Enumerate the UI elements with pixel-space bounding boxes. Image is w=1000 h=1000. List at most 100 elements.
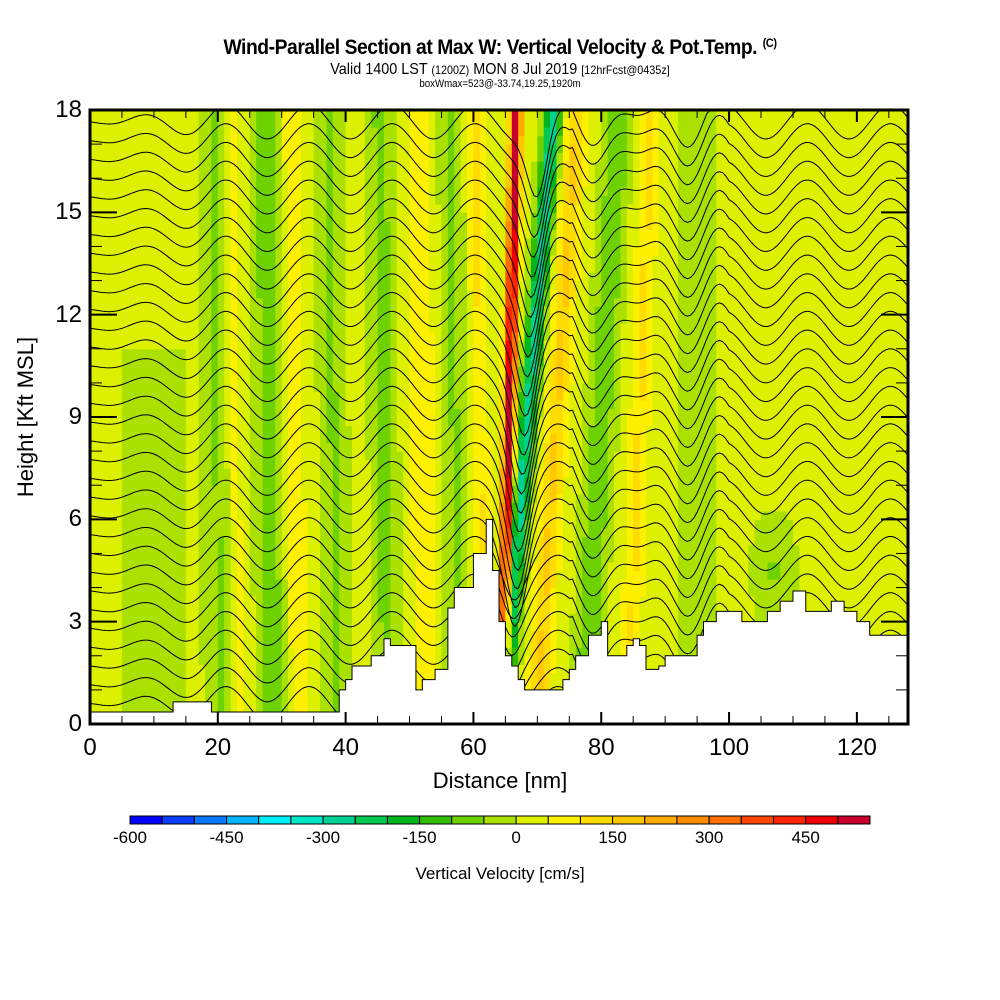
- field-cell: [428, 144, 436, 154]
- field-cell: [160, 365, 168, 375]
- field-cell: [198, 630, 206, 640]
- field-cell: [288, 314, 296, 324]
- field-cell: [153, 391, 161, 401]
- field-cell: [320, 417, 328, 427]
- field-cell: [377, 203, 385, 213]
- field-cell: [352, 536, 360, 546]
- field-cell: [281, 237, 289, 248]
- field-cell: [326, 655, 334, 665]
- field-cell: [313, 280, 321, 290]
- field-cell: [236, 468, 244, 478]
- field-cell: [256, 689, 264, 700]
- field-cell: [236, 630, 244, 640]
- field-cell: [236, 135, 244, 145]
- field-cell: [345, 485, 353, 495]
- field-cell: [179, 169, 187, 179]
- field-cell: [345, 664, 353, 674]
- field-cell: [217, 434, 225, 444]
- field-cell: [415, 169, 423, 179]
- field-cell: [134, 579, 142, 589]
- field-cell: [121, 689, 129, 700]
- field-cell: [185, 161, 193, 171]
- field-cell: [294, 434, 302, 444]
- field-cell: [294, 587, 302, 597]
- field-cell: [358, 425, 366, 435]
- field-cell: [396, 382, 404, 393]
- field-cell: [109, 604, 117, 614]
- field-cell: [153, 476, 161, 486]
- field-cell: [211, 579, 219, 589]
- field-cell: [243, 613, 251, 623]
- field-cell: [205, 280, 213, 290]
- field-cell: [332, 604, 340, 614]
- field-cell: [243, 664, 251, 674]
- field-cell: [102, 340, 110, 350]
- field-cell: [415, 630, 423, 640]
- field-cell: [428, 399, 436, 410]
- field-cell: [313, 442, 321, 452]
- field-cell: [307, 468, 315, 478]
- field-cell: [262, 672, 270, 682]
- field-cell: [262, 365, 270, 375]
- field-cell: [185, 272, 193, 282]
- field-cell: [160, 161, 168, 171]
- field-cell: [160, 152, 168, 162]
- field-cell: [447, 451, 455, 461]
- field-cell: [383, 169, 391, 179]
- field-cell: [499, 263, 506, 273]
- field-cell: [428, 186, 436, 196]
- field-cell: [435, 314, 443, 324]
- field-cell: [268, 374, 276, 384]
- field-cell: [217, 672, 225, 682]
- field-cell: [428, 323, 436, 333]
- field-cell: [447, 178, 455, 188]
- field-cell: [326, 604, 334, 614]
- field-cell: [524, 144, 532, 154]
- field-cell: [173, 468, 181, 478]
- field-cell: [492, 561, 500, 572]
- field-cell: [524, 110, 532, 120]
- field-cell: [358, 323, 366, 333]
- field-cell: [147, 169, 155, 179]
- field-cell: [300, 399, 308, 410]
- field-cell: [166, 561, 174, 572]
- field-cell: [326, 527, 334, 537]
- field-cell: [300, 510, 308, 520]
- field-cell: [160, 476, 168, 486]
- field-cell: [371, 237, 379, 248]
- field-cell: [211, 476, 219, 486]
- field-cell: [205, 323, 213, 333]
- field-cell: [422, 621, 430, 631]
- field-cell: [224, 596, 232, 606]
- field-cell: [153, 672, 161, 682]
- field-cell: [224, 459, 232, 469]
- field-cell: [307, 272, 315, 282]
- field-cell: [230, 382, 238, 393]
- field-cell: [326, 314, 334, 324]
- field-cell: [435, 536, 443, 546]
- field-cell: [320, 289, 328, 299]
- field-cell: [236, 553, 244, 563]
- field-cell: [102, 672, 110, 682]
- field-cell: [115, 476, 123, 486]
- field-cell: [205, 502, 213, 512]
- field-cell: [281, 289, 289, 299]
- field-cell: [249, 272, 257, 282]
- field-cell: [530, 579, 538, 589]
- field-cell: [428, 237, 436, 248]
- field-cell: [499, 331, 506, 341]
- field-cell: [185, 527, 193, 537]
- field-cell: [486, 212, 494, 222]
- field-cell: [173, 195, 181, 205]
- field-cell: [435, 399, 443, 410]
- field-cell: [409, 476, 417, 486]
- field-cell: [217, 596, 225, 606]
- field-cell: [473, 178, 481, 188]
- field-cell: [403, 621, 411, 631]
- field-cell: [467, 459, 475, 469]
- field-cell: [294, 681, 302, 691]
- field-cell: [390, 638, 398, 648]
- field-cell: [320, 374, 328, 384]
- field-cell: [288, 561, 296, 572]
- field-cell: [166, 280, 174, 290]
